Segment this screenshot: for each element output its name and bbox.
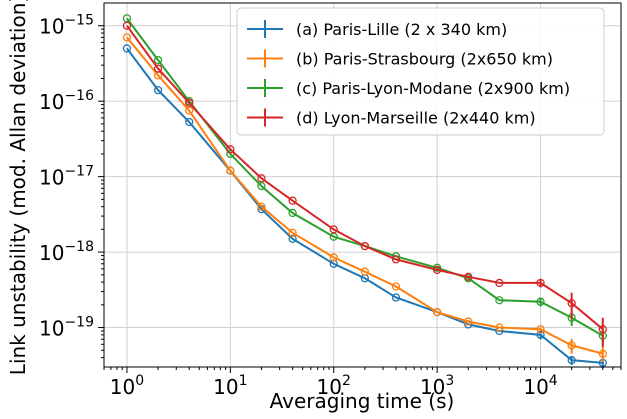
data-point	[536, 330, 545, 340]
legend-label: (c) Paris-Lyon-Modane (2x900 km)	[296, 79, 570, 98]
data-point	[464, 317, 473, 326]
x-tick-label: 101	[213, 373, 247, 399]
data-point	[391, 255, 401, 264]
data-point	[226, 145, 235, 154]
y-tick-label: 10−19	[39, 315, 94, 341]
data-point	[432, 265, 442, 275]
series-line	[126, 25, 604, 330]
y-axis-label: Link unstability (mod. Allan deviation)	[6, 0, 30, 375]
y-tick-exponent: −17	[64, 164, 94, 180]
data-point	[257, 202, 266, 211]
x-tick-mantissa: 10	[110, 375, 135, 399]
legend-label: (a) Paris-Lille (2 x 340 km)	[296, 20, 507, 39]
legend-item: (c) Paris-Lyon-Modane (2x900 km)	[247, 79, 570, 98]
data-point	[257, 181, 266, 191]
x-tick-exponent: 4	[549, 373, 558, 389]
data-point	[185, 106, 194, 115]
x-tick-label: 104	[523, 373, 557, 399]
data-point	[464, 272, 473, 281]
x-tick-exponent: 0	[135, 373, 144, 389]
data-point	[360, 241, 370, 251]
y-tick-label: 10−17	[39, 164, 94, 190]
data-point	[226, 166, 235, 175]
data-point	[536, 325, 545, 334]
x-tick-mantissa: 10	[317, 375, 342, 399]
data-point	[567, 341, 576, 350]
legend-item: (a) Paris-Lille (2 x 340 km)	[247, 20, 507, 39]
legend-label: (d) Lyon-Marseille (2x440 km)	[296, 109, 536, 128]
data-point	[122, 33, 132, 42]
series-line	[126, 36, 604, 355]
data-point	[153, 85, 163, 95]
data-point	[329, 225, 338, 234]
y-tick-mantissa: 10	[39, 317, 64, 341]
data-point	[495, 278, 504, 288]
y-tick-mantissa: 10	[39, 15, 64, 39]
x-tick-mantissa: 10	[420, 375, 445, 399]
data-point	[288, 228, 297, 237]
y-tick-exponent: −18	[64, 239, 94, 255]
data-point	[598, 349, 607, 358]
series-layer	[122, 14, 607, 369]
y-tick-label: 10−16	[39, 88, 94, 114]
y-tick-mantissa: 10	[39, 166, 64, 190]
legend-box	[236, 7, 605, 136]
y-tick-exponent: −16	[64, 88, 94, 104]
data-point	[536, 297, 545, 306]
legend: (a) Paris-Lille (2 x 340 km) (b) Paris-St…	[236, 7, 605, 136]
legend-label: (b) Paris-Strasbourg (2x650 km)	[296, 50, 553, 69]
x-tick-exponent: 1	[239, 373, 248, 389]
data-point	[288, 208, 297, 218]
data-point	[122, 21, 132, 30]
x-tick-exponent: 3	[445, 373, 454, 389]
data-point	[567, 299, 576, 308]
data-point	[391, 293, 401, 302]
data-point	[536, 278, 545, 288]
x-tick-mantissa: 10	[213, 375, 238, 399]
data-point	[185, 98, 194, 108]
x-tick-exponent: 2	[342, 373, 351, 389]
data-point	[153, 55, 163, 65]
data-point	[185, 117, 194, 127]
data-point	[432, 307, 442, 317]
data-point	[495, 296, 504, 305]
y-tick-label: 10−15	[39, 13, 94, 39]
data-point	[598, 325, 607, 334]
data-point	[567, 355, 576, 365]
legend-item: (d) Lyon-Marseille (2x440 km)	[247, 108, 536, 128]
data-point	[391, 282, 401, 291]
x-axis-label: Averaging time (s)	[270, 389, 455, 413]
data-point	[257, 174, 266, 183]
plot-frame	[103, 2, 622, 368]
data-point	[495, 323, 504, 332]
series-b	[122, 33, 607, 362]
x-tick-label: 102	[317, 373, 351, 399]
series-line	[126, 47, 603, 364]
x-tick-label: 103	[420, 373, 454, 399]
legend-item: (b) Paris-Strasbourg (2x650 km)	[247, 49, 553, 69]
data-point	[288, 196, 297, 205]
data-point	[153, 64, 163, 73]
x-tick-label: 100	[110, 373, 144, 399]
y-tick-mantissa: 10	[39, 241, 64, 265]
y-tick-exponent: −15	[64, 13, 94, 29]
data-point	[360, 267, 370, 276]
data-point	[288, 234, 297, 243]
data-point	[122, 44, 132, 53]
y-tick-mantissa: 10	[39, 90, 64, 114]
y-tick-label: 10−18	[39, 239, 94, 265]
x-tick-mantissa: 10	[523, 375, 548, 399]
data-point	[329, 253, 338, 262]
series-d	[122, 21, 607, 348]
y-tick-exponent: −19	[64, 315, 94, 331]
